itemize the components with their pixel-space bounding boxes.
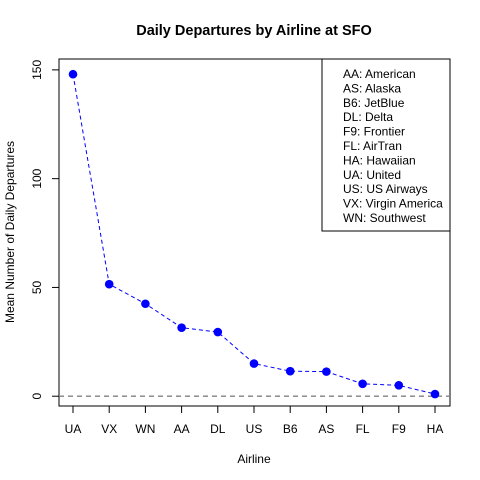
data-point-as xyxy=(322,367,331,376)
axes-layer: UA VX WN AA DL US B6 AS FL F9 HA 0 50 100 150 xyxy=(30,60,443,436)
x-axis-label: Airline xyxy=(237,452,271,466)
y-tick-label-150: 150 xyxy=(30,60,44,80)
y-axis-label: Mean Number of Daily Departures xyxy=(3,141,17,323)
data-point-aa xyxy=(177,323,186,332)
x-tick-label-fl: FL xyxy=(356,422,370,436)
legend-entry-ua: UA: United xyxy=(343,168,401,182)
x-tick-label-ha: HA xyxy=(427,422,444,436)
legend-entry-aa: AA: American xyxy=(343,67,416,81)
x-tick-label-ua: UA xyxy=(65,422,82,436)
series-line xyxy=(72,74,436,395)
x-tick-label-us: US xyxy=(246,422,263,436)
series-layer xyxy=(68,69,440,399)
x-tick-label-b6: B6 xyxy=(283,422,298,436)
y-tick-label-0: 0 xyxy=(30,393,44,400)
legend-entry-vx: VX: Virgin America xyxy=(343,197,443,211)
x-tick-label-wn: WN xyxy=(135,422,155,436)
data-point-us xyxy=(249,359,259,368)
data-point-f9 xyxy=(394,381,404,390)
data-point-b6 xyxy=(285,366,295,376)
legend-entry-fl: FL: AirTran xyxy=(343,139,402,153)
legend-entry-as: AS: Alaska xyxy=(343,81,401,95)
legend-entry-b6: B6: JetBlue xyxy=(343,96,405,110)
x-tick-label-as: AS xyxy=(318,422,334,436)
legend-box xyxy=(321,58,451,232)
data-point-vx xyxy=(104,279,114,289)
y-tick-label-100: 100 xyxy=(30,168,44,188)
legend-entry-f9: F9: Frontier xyxy=(343,125,405,139)
y-tick-label-50: 50 xyxy=(30,280,44,294)
x-tick-label-dl: DL xyxy=(210,422,226,436)
legend-entry-wn: WN: Southwest xyxy=(343,211,426,225)
data-point-ha xyxy=(430,389,440,399)
x-tick-label-aa: AA xyxy=(174,422,190,436)
data-point-wn xyxy=(141,299,150,309)
chart-title: Daily Departures by Airline at SFO xyxy=(136,23,372,39)
legend-entry-us: US: US Airways xyxy=(343,182,428,196)
legend-entry-ha: HA: Hawaiian xyxy=(343,153,416,167)
data-point-dl xyxy=(213,327,223,337)
data-point-fl xyxy=(358,379,367,389)
x-tick-label-vx: VX xyxy=(101,422,117,436)
legend-entry-dl: DL: Delta xyxy=(343,110,393,124)
x-tick-label-f9: F9 xyxy=(392,422,406,436)
data-point-ua xyxy=(68,69,78,79)
